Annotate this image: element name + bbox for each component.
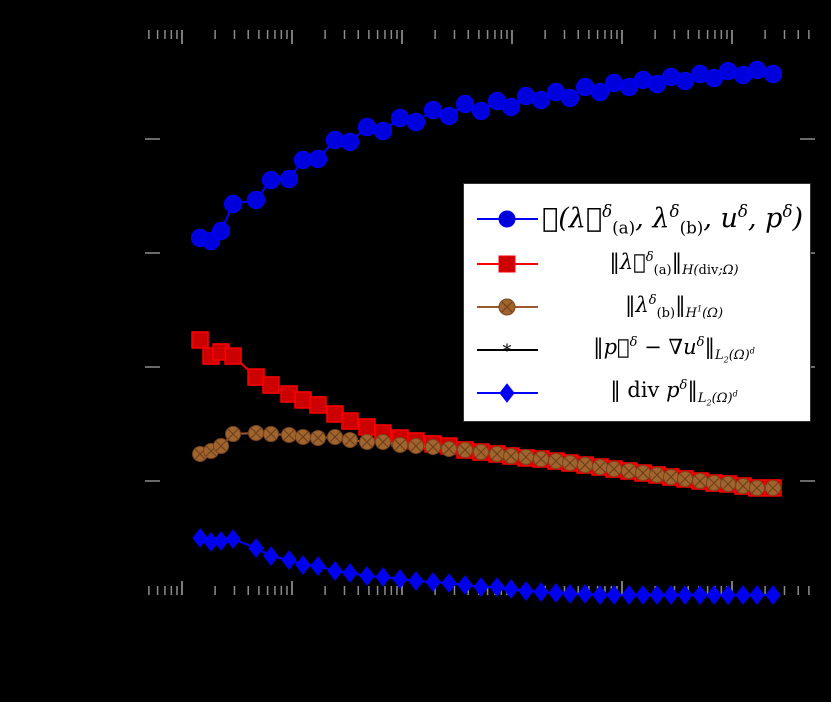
legend-marker-brown-circle-x-icon (477, 298, 538, 316)
svg-text:*: * (503, 341, 512, 360)
legend-label-div-p: ‖ div pδ‖L2(Ω)d (610, 378, 738, 408)
legend-label-lambda-b: ‖λδ(b)‖H1(Ω) (624, 292, 724, 322)
legend-entry-energy: ℰ(λ⃗δ(a), λδ(b), uδ, pδ) (464, 197, 810, 241)
legend-marker-blue-circle-icon (477, 210, 538, 228)
legend-entry-p-grad-u: * ‖p⃗δ − ∇uδ‖L2(Ω)d (464, 328, 810, 372)
series-lambda_b_H1 (192, 425, 782, 496)
data-series (190, 60, 783, 605)
series-div_p (192, 528, 781, 605)
legend-entry-lambda-b: ‖λδ(b)‖H1(Ω) (464, 285, 810, 329)
legend-entry-div-p: ‖ div pδ‖L2(Ω)d (464, 371, 810, 415)
legend-label-energy: ℰ(λ⃗δ(a), λδ(b), uδ, pδ) (542, 200, 804, 238)
legend-label-lambda-a: ‖λ⃗δ(a)‖H(div;Ω) (609, 249, 739, 279)
legend-marker-black-star-icon: * (477, 341, 538, 360)
legend: ℰ(λ⃗δ(a), λδ(b), uδ, pδ) ‖λ⃗δ(a)‖H(div;Ω… (463, 183, 811, 422)
legend-marker-red-square-icon (477, 255, 538, 273)
legend-marker-blue-diamond-icon (477, 383, 538, 403)
series-energy (190, 60, 783, 251)
legend-entry-lambda-a: ‖λ⃗δ(a)‖H(div;Ω) (464, 242, 810, 286)
legend-label-p-grad-u: ‖p⃗δ − ∇uδ‖L2(Ω)d (593, 335, 755, 365)
